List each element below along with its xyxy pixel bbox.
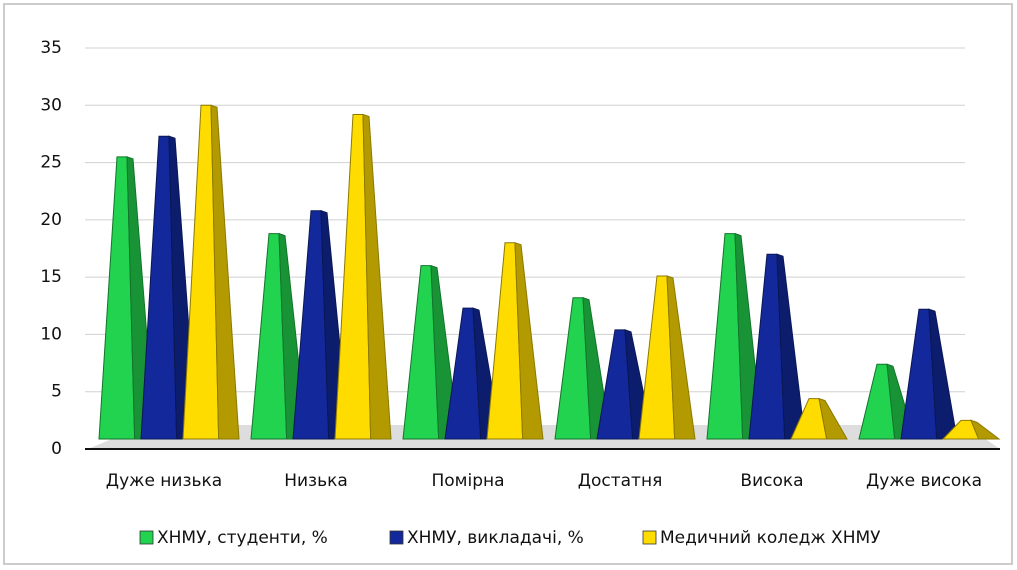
bar-face (970, 419, 1001, 440)
bar-face (210, 104, 240, 440)
bar (748, 253, 806, 440)
x-tick-label: Достатня (578, 471, 663, 491)
legend-swatch (642, 530, 657, 545)
legend-label: ХНМУ, студенти, % (157, 528, 328, 548)
x-tick-label: Дуже низька (106, 471, 222, 491)
bar (334, 113, 392, 440)
bar (486, 242, 544, 440)
x-tick-label: Помірна (431, 471, 504, 491)
bar (790, 397, 848, 440)
y-tick-label: 15 (40, 267, 62, 287)
y-tick-label: 30 (40, 95, 62, 115)
y-tick-label: 0 (51, 439, 62, 459)
y-tick-label: 20 (40, 210, 62, 230)
bar (941, 419, 1001, 440)
legend-label: ХНМУ, викладачі, % (407, 528, 584, 548)
bar (638, 275, 696, 440)
y-tick-label: 35 (40, 38, 62, 58)
bar-face (666, 275, 696, 440)
y-tick-label: 25 (40, 153, 62, 173)
bar (182, 104, 240, 440)
x-tick-label: Дуже висока (866, 471, 982, 491)
bar (900, 308, 958, 440)
y-tick-label: 10 (40, 324, 62, 344)
bar-face (362, 113, 392, 440)
legend-swatch (139, 530, 154, 545)
bar-face (818, 397, 848, 440)
bar (140, 135, 198, 440)
y-tick-label: 5 (51, 382, 62, 402)
x-tick-label: Низька (284, 471, 348, 491)
legend-label: Медичний коледж ХНМУ (660, 528, 881, 548)
bar-face (514, 242, 544, 440)
legend-swatch (389, 530, 404, 545)
x-tick-label: Висока (740, 471, 803, 491)
